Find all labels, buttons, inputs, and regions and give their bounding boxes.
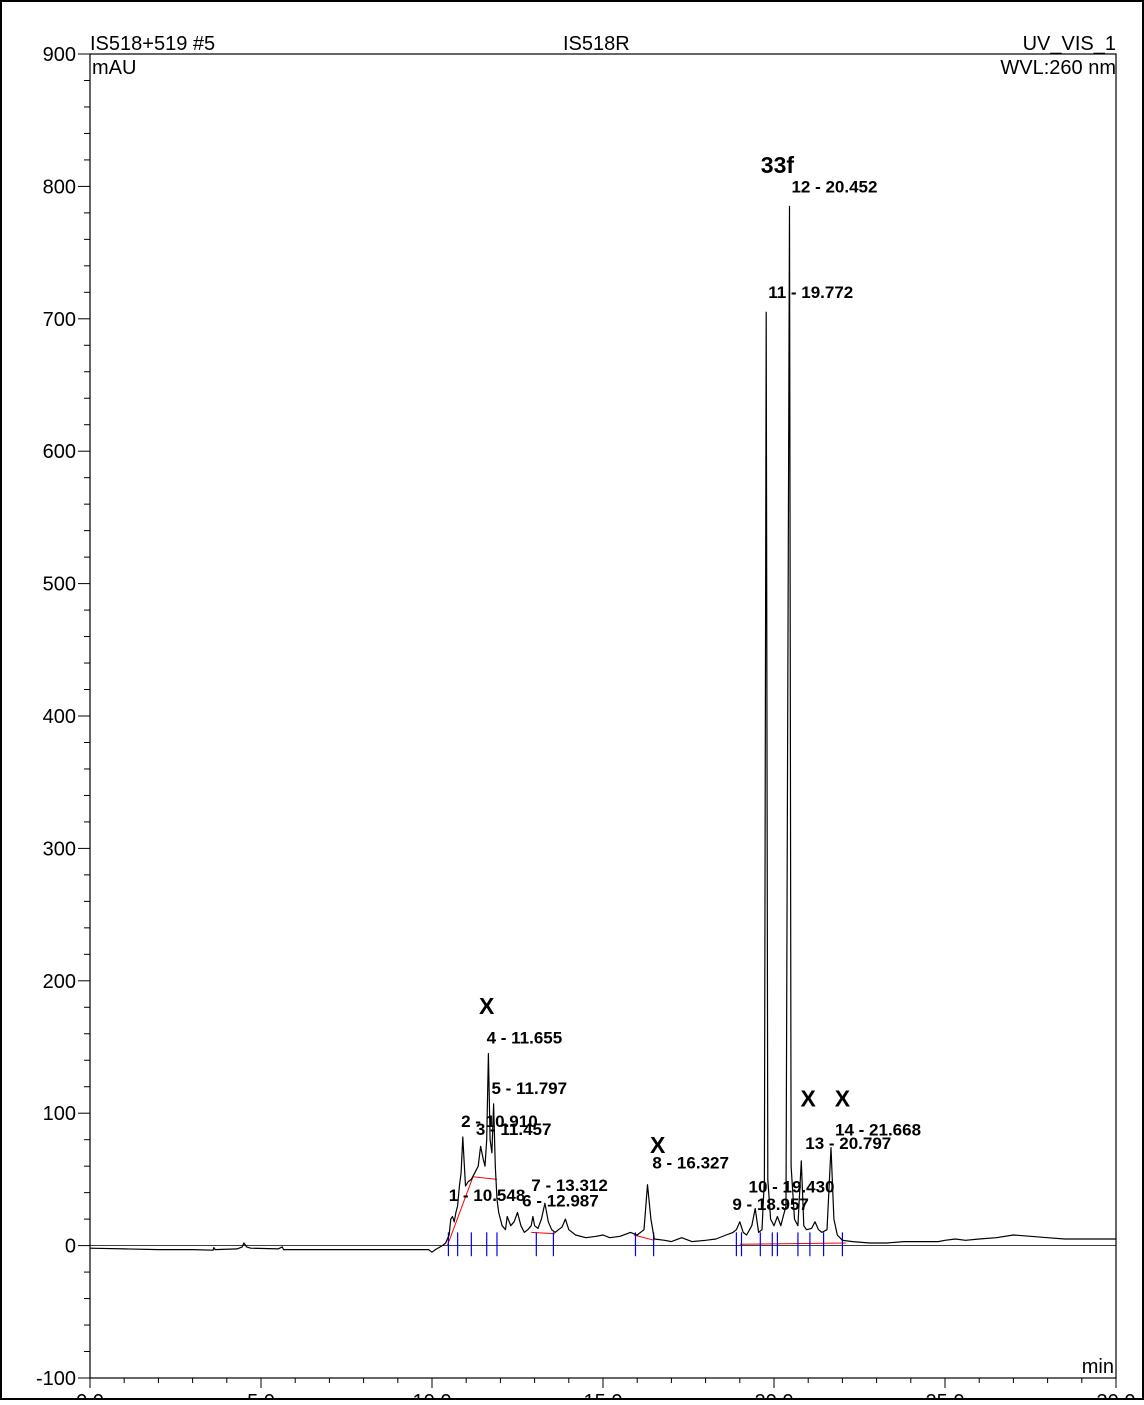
peak-annotation: X bbox=[801, 1086, 817, 1112]
peak-baseline bbox=[739, 1242, 846, 1245]
sample-name: IS518+519 #5 bbox=[90, 33, 216, 55]
x-tick-label: 15.0 bbox=[584, 1391, 623, 1400]
y-tick-label: 300 bbox=[43, 838, 76, 860]
y-tick-label: 200 bbox=[43, 971, 76, 993]
y-tick-label: 0 bbox=[65, 1236, 76, 1258]
chromatogram-trace bbox=[89, 205, 1116, 1253]
peak-label: 1 - 10.548 bbox=[449, 1186, 526, 1205]
x-tick-label: 25.0 bbox=[926, 1391, 965, 1400]
peak-annotation: X bbox=[650, 1132, 666, 1158]
y-tick-label: 800 bbox=[43, 176, 76, 198]
peak-label: 9 - 18.957 bbox=[732, 1195, 809, 1214]
peak-label: 3 - 11.457 bbox=[476, 1120, 552, 1139]
peak-label: 7 - 13.312 bbox=[531, 1176, 608, 1195]
y-tick-label: 500 bbox=[43, 574, 76, 596]
peak-label: 11 - 19.772 bbox=[768, 283, 853, 302]
y-tick-label: 900 bbox=[43, 44, 76, 66]
peak-label: 12 - 20.452 bbox=[791, 177, 877, 196]
peak-label: 6 - 12.987 bbox=[522, 1191, 599, 1210]
y-axis-unit: mAU bbox=[92, 57, 137, 79]
y-tick-label: -100 bbox=[36, 1368, 76, 1390]
x-tick-label: 10.0 bbox=[413, 1391, 452, 1400]
y-tick-label: 700 bbox=[43, 309, 76, 331]
peak-annotation: X bbox=[479, 993, 495, 1019]
y-tick-label: 400 bbox=[43, 706, 76, 728]
peak-label: 14 - 21.668 bbox=[835, 1121, 921, 1140]
peak-label: 8 - 16.327 bbox=[652, 1154, 729, 1173]
peak-label: 4 - 11.655 bbox=[487, 1029, 563, 1048]
peak-baseline bbox=[531, 1231, 556, 1235]
x-tick-label: 20.0 bbox=[755, 1391, 794, 1400]
peak-annotation: 33f bbox=[761, 152, 795, 178]
peak-label: 13 - 20.797 bbox=[805, 1134, 891, 1153]
x-axis-unit: min bbox=[1081, 1356, 1114, 1378]
peak-label: 5 - 11.797 bbox=[491, 1079, 567, 1098]
wavelength: WVL:260 nm bbox=[1000, 57, 1116, 79]
y-tick-label: 600 bbox=[43, 441, 76, 463]
x-tick-label: 30.0 bbox=[1097, 1391, 1136, 1400]
peak-baseline bbox=[633, 1234, 655, 1241]
peak-label: 10 - 19.430 bbox=[749, 1178, 835, 1197]
method-name: IS518R bbox=[563, 33, 630, 55]
y-tick-label: 100 bbox=[43, 1103, 76, 1125]
channel-name: UV_VIS_1 bbox=[1022, 33, 1116, 55]
peak-annotation: X bbox=[835, 1086, 851, 1112]
x-tick-label: 0.0 bbox=[76, 1391, 104, 1400]
x-tick-label: 5.0 bbox=[247, 1391, 275, 1400]
peak-label: 2 - 10.910 bbox=[461, 1112, 538, 1131]
